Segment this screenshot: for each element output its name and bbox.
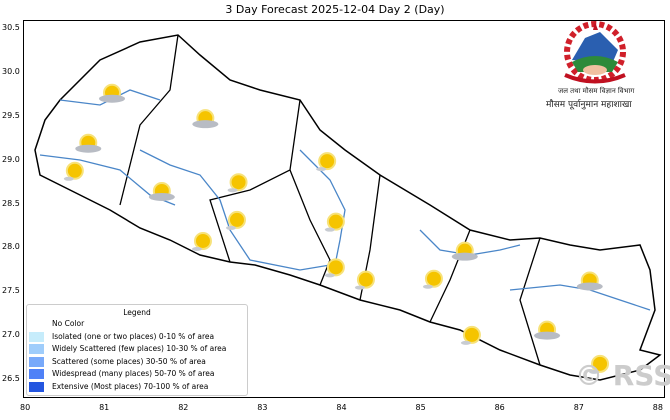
- forecast-icons: [63, 83, 610, 374]
- legend-swatch: [29, 369, 44, 380]
- y-tick-label: 30.0: [2, 66, 20, 76]
- x-tick-label: 80: [20, 403, 31, 412]
- legend-label: Widely Scattered (few places) 10-30 % of…: [52, 344, 227, 354]
- legend-swatch: [29, 344, 44, 355]
- legend-label: Extensive (Most places) 70-100 % of area: [52, 381, 209, 391]
- logo-line2: मौसम पूर्वानुमान महाशाखा: [546, 100, 632, 110]
- y-tick-label: 26.5: [2, 374, 20, 383]
- logo-line1: जल तथा मौसम विज्ञान विभाग: [558, 87, 635, 95]
- y-tick-label: 29.5: [2, 110, 20, 120]
- nepal-emblem-icon: [564, 21, 626, 84]
- partly-cloudy-icon: [534, 320, 561, 340]
- partly-cloudy-icon: [99, 83, 126, 103]
- partly-cloudy-icon: [576, 271, 603, 291]
- sunny-icon: [63, 161, 84, 181]
- x-tick-label: 85: [415, 403, 426, 412]
- x-tick-label: 86: [494, 403, 505, 412]
- legend-swatch: [29, 331, 44, 342]
- sunny-icon: [225, 210, 246, 230]
- nepal-outline: [34, 34, 662, 381]
- partly-cloudy-icon: [192, 109, 219, 129]
- x-tick-label: 81: [99, 403, 110, 412]
- y-tick-label: 27.0: [2, 330, 20, 340]
- watermark: © RSS: [575, 359, 670, 392]
- legend-item: Scattered (some places) 30-50 % of area: [29, 356, 247, 369]
- map-frame: [23, 20, 665, 398]
- map-title: 3 Day Forecast 2025-12-04 Day 2 (Day): [225, 3, 445, 16]
- legend-title: Legend: [123, 308, 151, 317]
- dhm-logo: जल तथा मौसम विज्ञान विभाग मौसम पूर्वानुम…: [540, 20, 650, 115]
- sunny-icon: [191, 231, 212, 251]
- y-tick-label: 30.5: [2, 23, 20, 32]
- legend: Legend No Color Isolated (one or two plac…: [26, 304, 248, 396]
- legend-item: Widespread (many places) 50-70 % of area: [29, 368, 247, 381]
- x-tick-label: 84: [336, 403, 347, 412]
- partly-cloudy-icon: [148, 181, 175, 201]
- legend-swatch: [29, 356, 44, 367]
- legend-item: No Color: [29, 318, 247, 331]
- legend-item: Isolated (one or two places) 0-10 % of a…: [29, 331, 247, 344]
- legend-items: No Color Isolated (one or two places) 0-1…: [27, 318, 247, 393]
- sunny-icon: [589, 354, 610, 374]
- x-tick-label: 82: [178, 403, 189, 412]
- sunny-icon: [324, 258, 345, 278]
- legend-item: Widely Scattered (few places) 10-30 % of…: [29, 343, 247, 356]
- legend-label: No Color: [52, 319, 85, 329]
- x-tick-label: 88: [652, 403, 663, 412]
- sunny-icon: [324, 212, 345, 232]
- sunny-icon: [354, 270, 375, 290]
- partly-cloudy-icon: [75, 133, 102, 153]
- legend-swatch: [29, 381, 44, 392]
- sunny-icon: [422, 269, 443, 289]
- y-tick-label: 27.5: [2, 286, 20, 296]
- y-tick-label: 28.0: [2, 242, 20, 252]
- legend-label: Scattered (some places) 30-50 % of area: [52, 356, 206, 366]
- x-tick-label: 83: [257, 403, 268, 412]
- x-tick-label: 87: [573, 403, 584, 412]
- legend-label: Isolated (one or two places) 0-10 % of a…: [52, 331, 215, 341]
- legend-swatch: [29, 319, 44, 329]
- sunny-icon: [460, 325, 481, 345]
- y-tick-label: 28.5: [2, 198, 20, 208]
- legend-item: Extensive (Most places) 70-100 % of area: [29, 381, 247, 394]
- y-tick-label: 29.0: [2, 154, 20, 164]
- sunny-icon: [227, 173, 248, 193]
- legend-label: Widespread (many places) 50-70 % of area: [52, 369, 215, 379]
- sunny-icon: [316, 152, 337, 172]
- partly-cloudy-icon: [451, 241, 478, 261]
